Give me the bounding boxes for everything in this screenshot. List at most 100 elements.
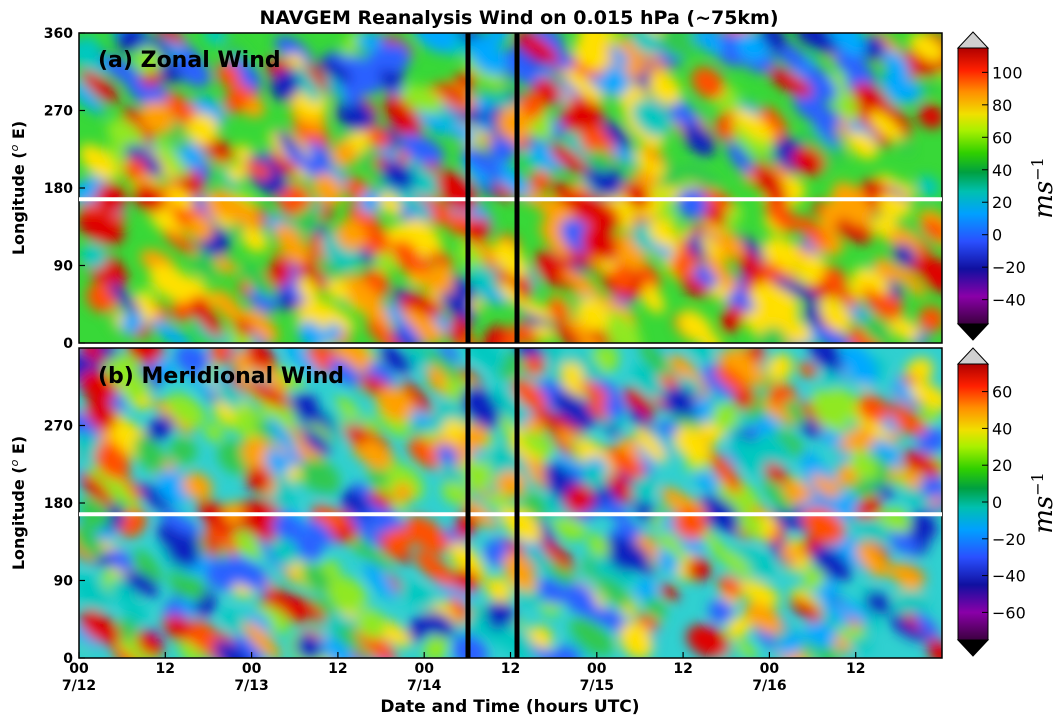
- wind-field-patch: [79, 144, 117, 180]
- wind-field-patch: [223, 555, 269, 591]
- wind-field-patch: [226, 164, 247, 182]
- wind-field-patch: [686, 624, 730, 658]
- wind-field-patch: [570, 616, 614, 657]
- wind-field-patch: [365, 126, 390, 149]
- wind-field-patch: [827, 284, 860, 307]
- wind-field-patch: [240, 500, 276, 524]
- wind-field-patch: [182, 472, 213, 500]
- wind-field-patch: [318, 57, 352, 84]
- wind-field-patch: [437, 459, 466, 485]
- wind-field-patch: [296, 533, 323, 561]
- wind-field-patch: [342, 83, 364, 105]
- wind-field-patch: [191, 298, 223, 337]
- wind-field-patch: [437, 82, 470, 107]
- meridional-colorbar-label: −60: [992, 603, 1026, 622]
- wind-field-patch: [879, 73, 922, 104]
- wind-field-patch: [563, 68, 604, 104]
- meridional-colorbar-label: −20: [992, 530, 1026, 549]
- wind-field-patch: [466, 348, 506, 369]
- wind-field-patch: [598, 608, 625, 631]
- wind-field-patch: [371, 479, 407, 514]
- wind-field-patch: [801, 507, 846, 544]
- wind-field-patch: [662, 386, 697, 417]
- xtick-hour-label: 12: [673, 661, 692, 677]
- wind-field-patch: [81, 70, 119, 104]
- wind-field-patch: [352, 635, 379, 658]
- wind-field-patch: [896, 266, 926, 298]
- wind-field-patch: [134, 45, 163, 74]
- wind-field-patch: [802, 567, 825, 591]
- wind-field-patch: [803, 100, 843, 128]
- wind-field-patch: [911, 77, 938, 95]
- wind-field-patch: [222, 610, 246, 635]
- zonal-colorbar-label: −20: [992, 258, 1026, 277]
- wind-field-patch: [728, 348, 765, 387]
- wind-field-patch: [273, 368, 305, 390]
- wind-field-patch: [779, 543, 799, 564]
- wind-field-patch: [292, 66, 321, 103]
- wind-field-patch: [366, 466, 391, 487]
- wind-field-patch: [355, 607, 387, 640]
- wind-field-patch: [399, 582, 438, 610]
- wind-field-patch: [631, 475, 657, 503]
- wind-field-patch: [204, 520, 239, 556]
- zonal-ytick-label: 0: [63, 336, 73, 352]
- wind-field-patch: [584, 160, 627, 198]
- wind-field-patch: [239, 515, 277, 542]
- wind-field-patch: [610, 265, 636, 291]
- wind-field-patch: [808, 109, 840, 148]
- wind-field-patch: [811, 546, 852, 582]
- wind-field-patch: [305, 519, 334, 546]
- wind-field-patch: [231, 351, 251, 371]
- zonal-colorbar-label: 0: [992, 226, 1002, 245]
- wind-field-patch: [869, 110, 903, 142]
- wind-field-patch: [123, 157, 148, 181]
- wind-field-patch: [839, 598, 870, 624]
- wind-field-patch: [515, 33, 559, 64]
- wind-field-patch: [149, 264, 196, 303]
- wind-field-patch: [735, 33, 770, 62]
- wind-field-patch: [86, 466, 123, 498]
- wind-field-patch: [561, 361, 584, 384]
- wind-field-patch: [921, 404, 940, 425]
- wind-field-patch: [914, 611, 939, 640]
- wind-field-patch: [402, 380, 433, 415]
- wind-field-patch: [674, 426, 711, 464]
- wind-field-patch: [79, 609, 121, 645]
- wind-field-patch: [555, 645, 582, 658]
- wind-field-patch: [909, 381, 942, 410]
- wind-field-patch: [501, 49, 539, 86]
- wind-field-patch: [588, 149, 614, 172]
- meridional-y-label-pre: Longitude (: [9, 466, 28, 570]
- wind-field-patch: [628, 407, 654, 437]
- wind-field-patch: [810, 389, 848, 434]
- wind-field-patch: [618, 621, 654, 658]
- wind-field-patch: [159, 64, 182, 84]
- wind-field-patch: [749, 282, 776, 309]
- wind-field-patch: [400, 84, 443, 115]
- wind-field-patch: [888, 316, 920, 341]
- wind-field-patch: [577, 196, 622, 230]
- wind-field-patch: [156, 356, 176, 379]
- wind-field-patch: [335, 396, 361, 421]
- zonal-colorbar-label: −40: [992, 291, 1026, 310]
- zonal-y-label-pre: Longitude (: [9, 151, 28, 255]
- wind-field-patch: [523, 355, 546, 376]
- wind-field-patch: [79, 573, 110, 611]
- wind-field-patch: [178, 640, 203, 658]
- wind-field-patch: [698, 526, 734, 567]
- wind-field-patch: [681, 277, 709, 298]
- zonal-y-label-post: E): [9, 121, 28, 145]
- wind-field-patch: [738, 511, 764, 537]
- xtick-hour-label: 00: [242, 661, 262, 677]
- meridional-colorbar: −60 −40 −20 0 20 40 60 ms−1: [956, 347, 1059, 657]
- wind-field-patch: [383, 527, 413, 558]
- wind-field-patch: [648, 73, 682, 105]
- wind-field-patch: [327, 576, 368, 612]
- wind-field-patch: [353, 280, 388, 323]
- wind-field-patch: [122, 107, 155, 142]
- wind-field-patch: [631, 99, 671, 137]
- wind-field-patch: [326, 278, 349, 301]
- wind-field-patch: [861, 315, 891, 343]
